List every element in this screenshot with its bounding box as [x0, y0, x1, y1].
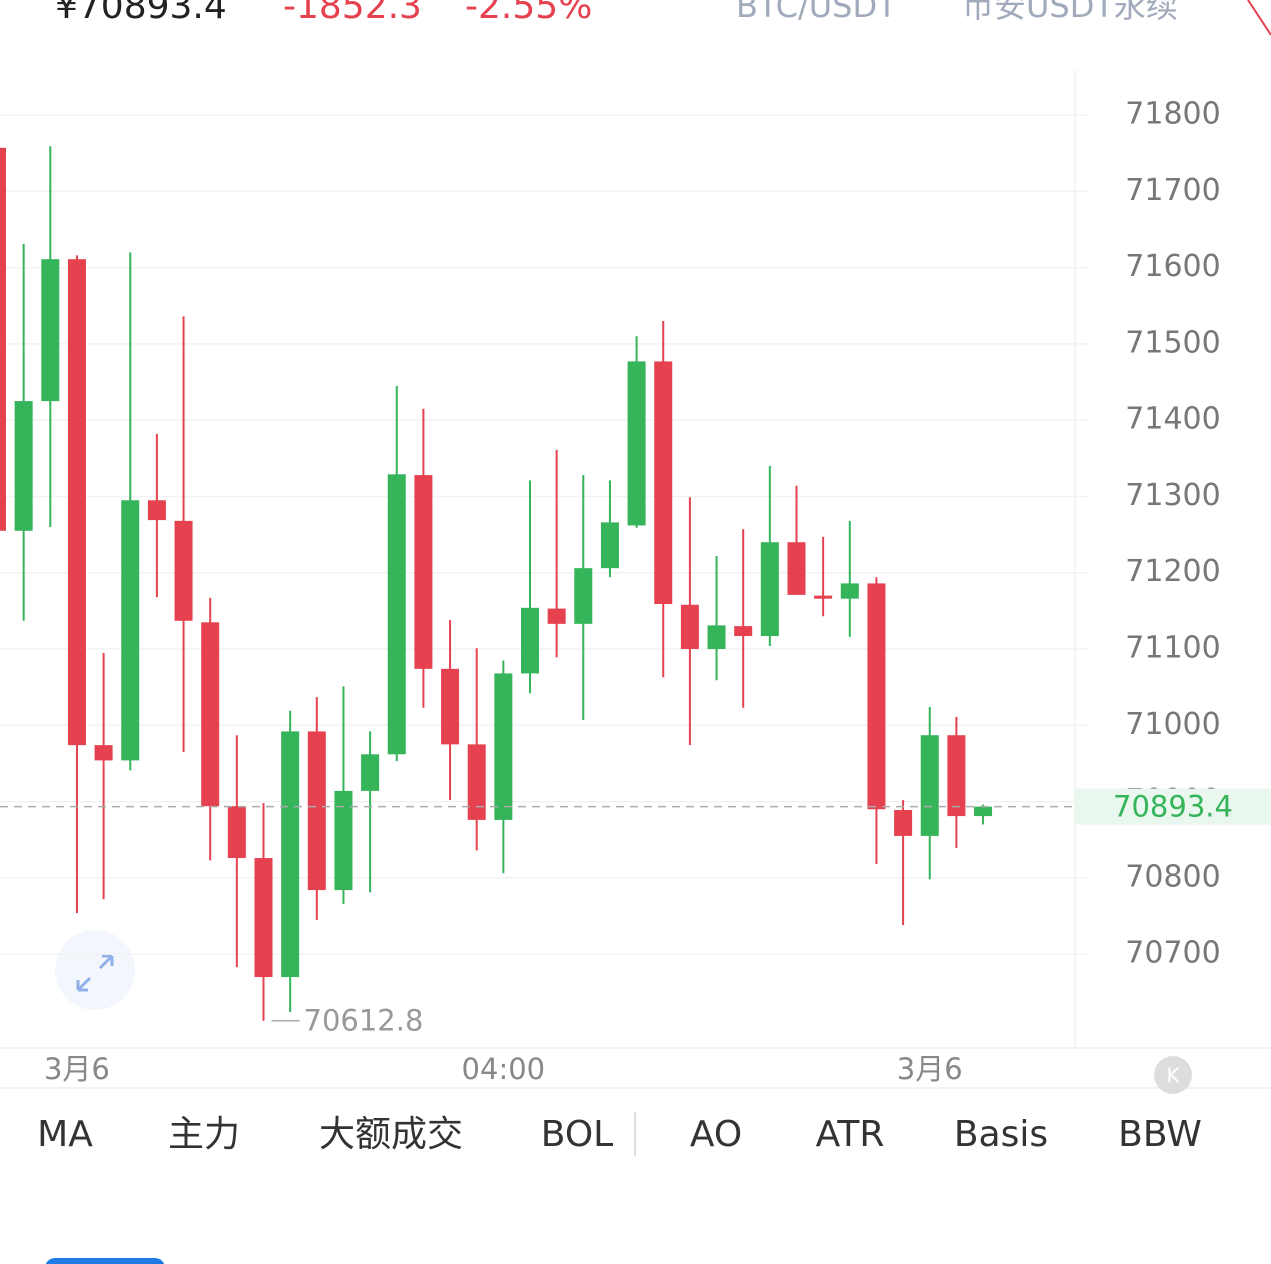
candle-body: [494, 673, 513, 820]
y-tick-label: 71800: [1125, 97, 1220, 132]
candle-body: [361, 754, 380, 791]
indicator-tab[interactable]: BOL: [541, 1114, 613, 1155]
candle-body: [94, 745, 113, 761]
candle-body: [547, 608, 566, 624]
indicator-tab[interactable]: AO: [690, 1114, 742, 1155]
candle-body: [387, 474, 406, 755]
candle-body: [254, 858, 273, 978]
y-tick-label: 71300: [1125, 478, 1220, 513]
candle-body: [441, 668, 460, 745]
expand-button[interactable]: [55, 930, 135, 1010]
candle-body: [227, 806, 246, 859]
candle-body: [814, 595, 833, 599]
candle-body: [521, 607, 539, 674]
candle-body: [67, 259, 86, 746]
edge-line: [1247, 0, 1271, 36]
candle-body: [974, 806, 993, 817]
candle-body: [281, 731, 300, 978]
y-tick-label: 71400: [1125, 402, 1220, 437]
candle-body: [574, 568, 593, 624]
candle-body: [787, 542, 806, 595]
indicator-tab[interactable]: ATR: [816, 1114, 885, 1155]
candle-body: [174, 520, 193, 621]
candle-body: [680, 604, 699, 650]
candle-body: [147, 500, 166, 521]
market: 币安USDT永续: [962, 0, 1178, 25]
candle-body: [734, 626, 753, 637]
y-tick-label: 71200: [1125, 554, 1220, 589]
candle-body: [0, 147, 6, 531]
candle-body: [414, 475, 433, 669]
x-tick-label: 04:00: [462, 1052, 546, 1086]
candle-body: [201, 622, 220, 807]
k-icon: K: [1166, 1064, 1180, 1088]
candle-body: [760, 542, 779, 637]
candle-body: [307, 731, 326, 891]
indicator-tab[interactable]: Basis: [954, 1114, 1048, 1155]
candle-body: [947, 735, 966, 817]
symbol: BTC/USDT: [736, 0, 897, 25]
bottom-pill[interactable]: [45, 1258, 165, 1264]
candle-body: [334, 790, 353, 891]
min-label: 70612.8: [304, 1004, 424, 1038]
candle-body: [654, 361, 673, 605]
candle-body: [121, 500, 140, 761]
candle-body: [894, 809, 913, 836]
indicator-tab[interactable]: MA: [37, 1114, 93, 1155]
expand-icon: [76, 954, 114, 992]
candle-body: [600, 522, 619, 569]
change-pct: -2.55%: [465, 0, 592, 27]
candle-body: [627, 361, 646, 526]
last-price-label: 70893.4: [1113, 790, 1233, 824]
candle-body: [707, 625, 726, 650]
candle-body: [840, 583, 859, 599]
y-tick-label: 71000: [1125, 707, 1220, 742]
candle-body: [920, 735, 939, 836]
x-tick-label: 3月6: [897, 1052, 963, 1086]
y-tick-label: 71500: [1125, 325, 1220, 360]
price: ¥70893.4: [55, 0, 227, 27]
candle-body: [467, 744, 486, 820]
y-tick-label: 70800: [1125, 859, 1220, 894]
y-tick-label: 71700: [1125, 173, 1220, 208]
indicator-tab[interactable]: 主力: [168, 1114, 240, 1155]
x-tick-label: 3月6: [44, 1052, 110, 1086]
y-tick-label: 70700: [1125, 936, 1220, 971]
k-button[interactable]: [1154, 1056, 1192, 1094]
candle-body: [14, 401, 33, 531]
indicator-tab[interactable]: BBW: [1118, 1114, 1202, 1155]
indicator-tab[interactable]: 大额成交: [319, 1114, 463, 1155]
candle-body: [41, 259, 60, 402]
candle-body: [867, 583, 886, 810]
change: -1852.3: [283, 0, 422, 27]
last-price-box: [1075, 788, 1271, 825]
y-tick-label: 71600: [1125, 249, 1220, 284]
y-tick-label: 71100: [1125, 631, 1220, 666]
